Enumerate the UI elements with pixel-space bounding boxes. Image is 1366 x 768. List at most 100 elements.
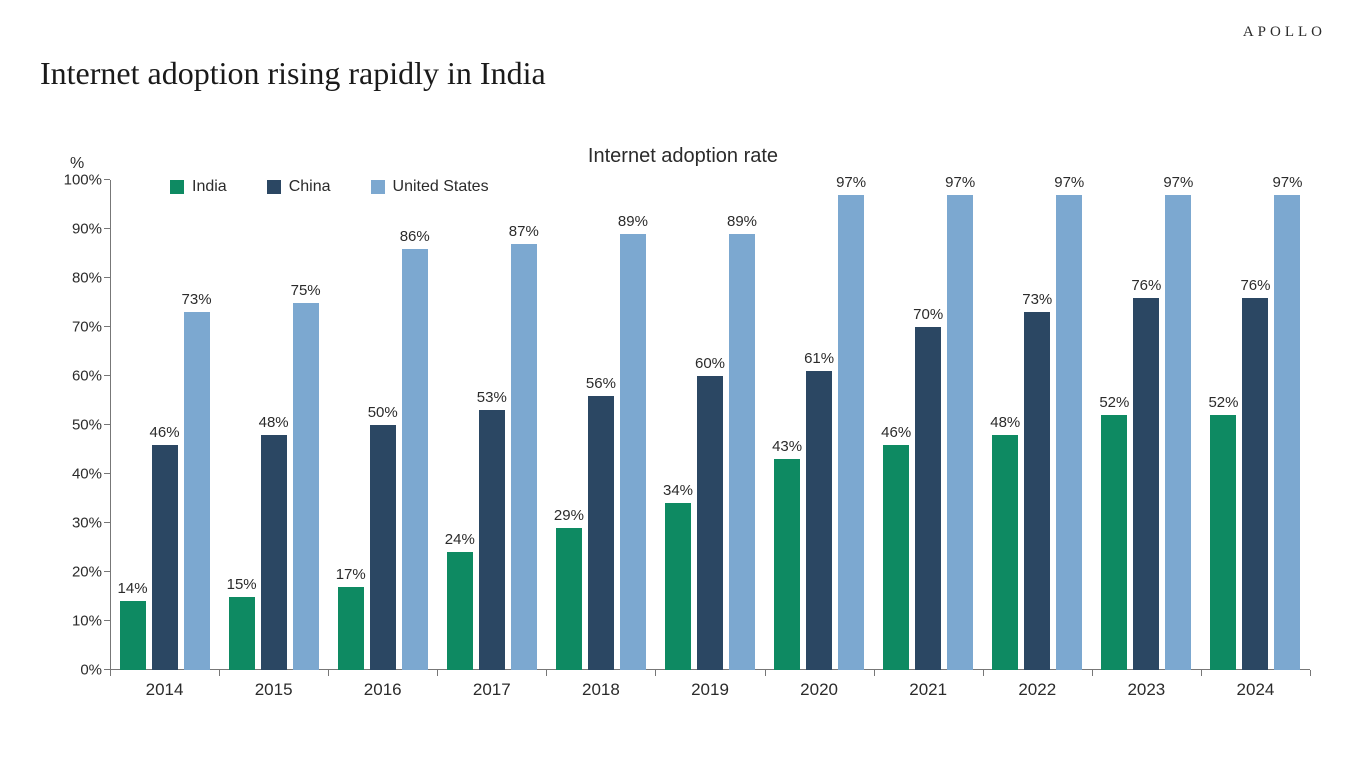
x-tick-mark (765, 670, 766, 676)
y-tick-label: 0% (80, 662, 110, 679)
bar: 46% (152, 445, 178, 670)
bar-value-label: 14% (118, 580, 148, 597)
y-tick-mark (104, 375, 110, 376)
y-tick-label: 80% (72, 270, 110, 287)
y-tick-mark (104, 228, 110, 229)
x-tick-mark (983, 670, 984, 676)
y-tick-label: 20% (72, 564, 110, 581)
y-axis-line (110, 180, 111, 670)
bar: 89% (620, 234, 646, 670)
bar-value-label: 56% (586, 375, 616, 392)
page-title: Internet adoption rising rapidly in Indi… (40, 55, 546, 92)
x-tick-label: 2014 (146, 680, 184, 700)
bar: 73% (1024, 312, 1050, 670)
bar-value-label: 97% (836, 174, 866, 191)
bar-value-label: 43% (772, 438, 802, 455)
y-tick-mark (104, 179, 110, 180)
y-tick-label: 70% (72, 319, 110, 336)
bar: 34% (665, 503, 691, 670)
bar: 75% (293, 303, 319, 671)
bar-value-label: 76% (1240, 277, 1270, 294)
y-axis-unit: % (70, 155, 84, 173)
y-tick-label: 50% (72, 417, 110, 434)
x-tick-label: 2024 (1237, 680, 1275, 700)
chart-title: Internet adoption rate (0, 145, 1366, 168)
bar-value-label: 86% (400, 228, 430, 245)
bar: 76% (1242, 298, 1268, 670)
bar: 89% (729, 234, 755, 670)
x-tick-mark (110, 670, 111, 676)
bar-value-label: 50% (368, 404, 398, 421)
bar: 43% (774, 459, 800, 670)
bar: 24% (447, 552, 473, 670)
x-tick-mark (655, 670, 656, 676)
x-tick-label: 2017 (473, 680, 511, 700)
bar: 46% (883, 445, 909, 670)
x-tick-mark (874, 670, 875, 676)
x-tick-label: 2018 (582, 680, 620, 700)
bar: 56% (588, 396, 614, 670)
x-tick-label: 2020 (800, 680, 838, 700)
bar-value-label: 73% (182, 291, 212, 308)
bar-value-label: 29% (554, 507, 584, 524)
y-tick-mark (104, 473, 110, 474)
bar-value-label: 46% (150, 424, 180, 441)
bar-value-label: 75% (291, 282, 321, 299)
x-tick-mark (1310, 670, 1311, 676)
bar: 52% (1101, 415, 1127, 670)
bar: 70% (915, 327, 941, 670)
bar-value-label: 61% (804, 350, 834, 367)
x-tick-mark (1201, 670, 1202, 676)
bar-value-label: 70% (913, 306, 943, 323)
bar-value-label: 89% (618, 213, 648, 230)
bar: 53% (479, 410, 505, 670)
bar-value-label: 48% (259, 414, 289, 431)
bar: 97% (1056, 195, 1082, 670)
bar-value-label: 48% (990, 414, 1020, 431)
bar: 14% (120, 601, 146, 670)
bar-value-label: 46% (881, 424, 911, 441)
x-tick-label: 2019 (691, 680, 729, 700)
bar: 17% (338, 587, 364, 670)
bar: 48% (261, 435, 287, 670)
x-tick-mark (1092, 670, 1093, 676)
bar: 87% (511, 244, 537, 670)
bar-value-label: 97% (1163, 174, 1193, 191)
bar-value-label: 76% (1131, 277, 1161, 294)
bar-value-label: 52% (1208, 394, 1238, 411)
bar: 48% (992, 435, 1018, 670)
bar-value-label: 87% (509, 223, 539, 240)
bar-value-label: 60% (695, 355, 725, 372)
x-tick-label: 2022 (1018, 680, 1056, 700)
y-tick-label: 40% (72, 466, 110, 483)
y-tick-mark (104, 620, 110, 621)
bar: 61% (806, 371, 832, 670)
brand-logo: APOLLO (1243, 24, 1326, 41)
x-tick-mark (328, 670, 329, 676)
y-tick-label: 60% (72, 368, 110, 385)
bar: 97% (838, 195, 864, 670)
x-tick-label: 2016 (364, 680, 402, 700)
bar: 60% (697, 376, 723, 670)
y-tick-mark (104, 277, 110, 278)
y-tick-mark (104, 424, 110, 425)
x-tick-mark (546, 670, 547, 676)
bar-value-label: 97% (1054, 174, 1084, 191)
bar: 73% (184, 312, 210, 670)
bar: 86% (402, 249, 428, 670)
bar: 97% (1165, 195, 1191, 670)
x-tick-mark (437, 670, 438, 676)
x-tick-mark (219, 670, 220, 676)
y-tick-label: 90% (72, 221, 110, 238)
bar-value-label: 15% (227, 576, 257, 593)
page: APOLLO Internet adoption rising rapidly … (0, 0, 1366, 768)
bar: 50% (370, 425, 396, 670)
bar-value-label: 53% (477, 389, 507, 406)
bar: 29% (556, 528, 582, 670)
bar-value-label: 52% (1099, 394, 1129, 411)
bar: 76% (1133, 298, 1159, 670)
y-tick-label: 10% (72, 613, 110, 630)
y-tick-label: 30% (72, 515, 110, 532)
x-tick-label: 2015 (255, 680, 293, 700)
bar: 52% (1210, 415, 1236, 670)
